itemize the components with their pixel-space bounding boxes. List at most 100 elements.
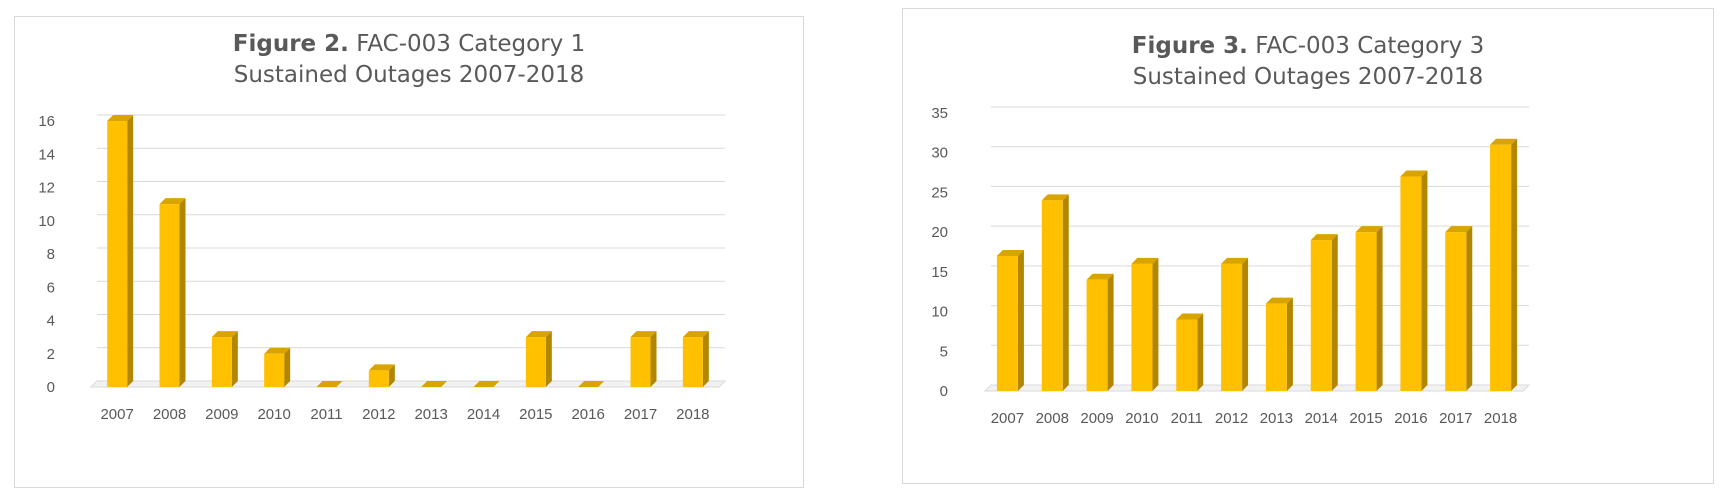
chart-title: Figure 2. FAC-003 Category 1 Sustained O… xyxy=(15,29,803,91)
bar-front xyxy=(1490,144,1512,391)
bar-2011 xyxy=(1176,313,1204,391)
bar-side xyxy=(1107,273,1114,391)
bar-side xyxy=(1376,226,1383,391)
x-tick-label: 2015 xyxy=(519,406,552,423)
y-tick-label: 8 xyxy=(47,246,55,263)
chart-panel-figure-2: Figure 2. FAC-003 Category 1 Sustained O… xyxy=(14,16,804,488)
chart-panel-figure-3: Figure 3. FAC-003 Category 3 Sustained O… xyxy=(902,8,1714,484)
bar-top xyxy=(264,347,291,354)
chart-subtitle: Sustained Outages 2007-2018 xyxy=(1132,64,1484,90)
bar-top xyxy=(630,331,657,338)
y-tick-label: 12 xyxy=(38,180,55,197)
bar-side xyxy=(284,347,291,387)
bar-front xyxy=(159,204,180,387)
bar-top xyxy=(525,331,552,338)
x-tick-label: 2013 xyxy=(414,406,447,423)
bar-side xyxy=(702,331,709,387)
bar-top xyxy=(1041,194,1069,201)
x-tick-label: 2011 xyxy=(310,406,342,423)
bar-2014 xyxy=(473,381,500,387)
bar-side xyxy=(545,331,552,387)
bar-side xyxy=(179,198,186,387)
x-tick-label: 2018 xyxy=(1484,410,1517,427)
bar-side xyxy=(231,331,238,387)
bar-side xyxy=(1286,297,1293,391)
bar-front xyxy=(525,337,546,387)
y-tick-label: 14 xyxy=(38,146,55,163)
bar-front xyxy=(264,353,285,387)
x-tick-label: 2017 xyxy=(624,406,657,423)
bar-2013 xyxy=(421,381,448,387)
bar-2012 xyxy=(368,364,395,387)
bar-top xyxy=(1221,257,1249,264)
bar-top xyxy=(1400,170,1428,177)
x-tick-label: 2008 xyxy=(1036,410,1069,427)
chart-title-bold: Figure 3. xyxy=(1131,33,1248,59)
y-tick-label: 5 xyxy=(940,343,948,360)
bar-top xyxy=(159,198,186,205)
x-tick-label: 2008 xyxy=(153,406,186,423)
bar-side xyxy=(388,364,395,387)
x-tick-label: 2018 xyxy=(676,406,709,423)
y-tick-label: 2 xyxy=(47,346,55,363)
bar-2012 xyxy=(1221,257,1249,391)
x-tick-label: 2014 xyxy=(467,406,500,423)
y-tick-label: 15 xyxy=(931,264,948,281)
bar-front xyxy=(1131,263,1153,391)
bar-front xyxy=(1221,263,1243,391)
y-tick-label: 35 xyxy=(931,105,948,122)
y-tick-label: 16 xyxy=(38,113,55,130)
chart-subtitle: Sustained Outages 2007-2018 xyxy=(233,62,585,88)
bar-2009 xyxy=(211,331,238,387)
x-tick-label: 2009 xyxy=(205,406,238,423)
bar-front xyxy=(1176,319,1198,391)
bar-2014 xyxy=(1310,234,1338,391)
bar-side xyxy=(1421,170,1428,391)
bar-side xyxy=(127,115,134,387)
y-tick-label: 10 xyxy=(38,213,55,230)
bar-side xyxy=(650,331,657,387)
bar-top xyxy=(1086,273,1114,280)
chart-title-bold: Figure 2. xyxy=(232,31,349,57)
y-tick-label: 20 xyxy=(931,224,948,241)
bar-front xyxy=(368,370,389,387)
bar-2010 xyxy=(264,347,291,387)
bar-2016 xyxy=(1400,170,1428,391)
x-tick-label: 2016 xyxy=(571,406,604,423)
bar-2011 xyxy=(316,381,343,387)
bar-side xyxy=(1466,226,1473,391)
chart-title-text: FAC-003 Category 1 xyxy=(356,31,586,57)
bar-side xyxy=(1062,194,1069,391)
x-tick-label: 2012 xyxy=(1215,410,1248,427)
x-tick-label: 2007 xyxy=(100,406,133,423)
bar-side xyxy=(1152,257,1159,391)
bar-2015 xyxy=(1355,226,1383,391)
bar-side xyxy=(1331,234,1338,391)
bar-front xyxy=(1041,200,1063,391)
bar-2013 xyxy=(1265,297,1293,391)
bar-side xyxy=(1017,249,1024,391)
bar-front xyxy=(1086,279,1108,391)
bar-chart-figure-3: 0 5 10 15 20 25 30 35 2007 2008 2009 2010 2011 2012 20… xyxy=(931,105,1531,427)
x-tick-label: 2014 xyxy=(1305,410,1338,427)
bar-2007 xyxy=(107,115,134,387)
y-tick-label: 30 xyxy=(931,145,948,162)
bar-front xyxy=(107,121,128,387)
y-tick-label: 4 xyxy=(47,313,55,330)
x-tick-label: 2010 xyxy=(257,406,290,423)
bar-front xyxy=(1355,232,1377,391)
y-tick-label: 0 xyxy=(47,379,55,396)
bar-top xyxy=(473,381,500,387)
bar-front xyxy=(1445,232,1467,391)
x-tick-label: 2012 xyxy=(362,406,395,423)
x-tick-label: 2010 xyxy=(1125,410,1158,427)
bar-front xyxy=(211,337,232,387)
chart-floor xyxy=(983,384,1531,392)
bar-top xyxy=(421,381,448,387)
bar-top xyxy=(682,331,709,338)
bar-2008 xyxy=(1041,194,1069,391)
bar-top xyxy=(996,249,1024,256)
bar-side xyxy=(1197,313,1204,391)
bar-top xyxy=(1265,297,1293,304)
x-tick-label: 2016 xyxy=(1394,410,1427,427)
